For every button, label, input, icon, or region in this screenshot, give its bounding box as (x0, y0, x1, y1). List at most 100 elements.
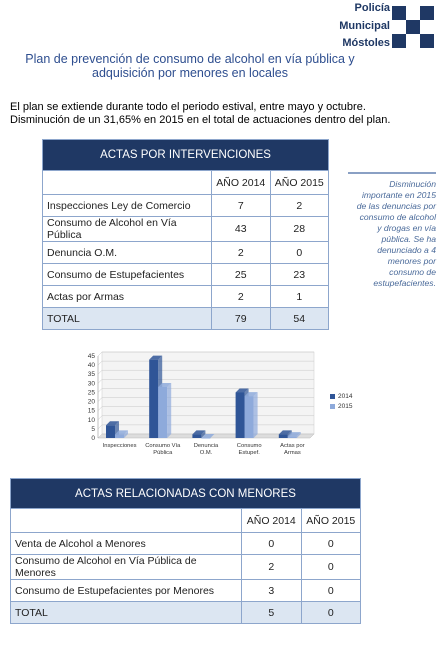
row-label: Venta de Alcohol a Menores (10, 532, 242, 555)
legend-swatch (330, 403, 335, 409)
bar-side (253, 392, 258, 438)
x-tick-label: Consumo Vía (145, 443, 181, 449)
y-tick-label: 20 (88, 399, 96, 406)
chart-gridline-side (97, 379, 103, 384)
legend-label: 2015 (338, 403, 353, 410)
y-tick-label: 0 (91, 435, 95, 442)
row-value-2014: 3 (241, 579, 302, 602)
row-value-2014: 2 (241, 554, 302, 580)
chart-gridline-side (97, 370, 103, 375)
table2-col-2015: AÑO 2015 (300, 508, 361, 533)
bar-2015-0 (115, 434, 124, 438)
table-row: Consumo de Estupefacientes por Menores 3… (10, 579, 361, 602)
bar-top (149, 355, 163, 360)
table1-title: ACTAS POR INTERVENCIONES (42, 139, 329, 171)
bar-side (201, 430, 206, 438)
table-total-row: TOTAL 5 0 (10, 601, 361, 624)
row-value-2015: 28 (269, 216, 329, 242)
intro-line2: Disminución de un 31,65% en 2015 en el t… (10, 114, 391, 126)
total-value-2015: 0 (300, 601, 361, 624)
row-value-2015: 0 (300, 554, 361, 580)
title-line2: adquisición por menores en locales (92, 66, 288, 80)
row-value-2014: 43 (211, 216, 271, 242)
logo-line1: Policía (354, 2, 390, 14)
y-tick-label: 45 (88, 353, 96, 360)
bar-top (115, 430, 128, 435)
bar-2015-3 (244, 396, 254, 438)
bar-top (235, 388, 249, 393)
bar-2015-2 (201, 438, 211, 439)
chart-gridline-side (97, 397, 103, 402)
row-value-2014: 2 (211, 285, 271, 308)
x-tick-label: Pública (153, 450, 173, 456)
bar-chart: 0 5 10 15 20 25 30 35 40 45 Inspecciones Consumo Ví… (88, 351, 315, 456)
table2-header-empty (10, 508, 242, 533)
row-value-2014: 7 (211, 194, 271, 217)
row-value-2015: 2 (269, 194, 329, 217)
row-label: Inspecciones Ley de Comercio (42, 194, 212, 217)
table-row: Consumo de Alcohol en Vía Pública de Men… (10, 554, 361, 580)
y-tick-label: 25 (88, 389, 96, 396)
bar-2014-3 (235, 392, 245, 438)
row-value-2015: 0 (269, 241, 329, 264)
chart-legend: 2014 2015 (330, 392, 352, 412)
row-value-2014: 0 (241, 532, 302, 555)
row-value-2014: 2 (211, 241, 271, 264)
total-value-2014: 79 (211, 307, 271, 330)
x-tick-label: Inspecciones (103, 443, 137, 449)
chart-gridline-side (97, 433, 103, 439)
x-tick-label: Armas (284, 450, 301, 456)
police-logo: Policía Municipal Móstoles (258, 0, 438, 52)
intro-line1: El plan se extiende durante todo el peri… (10, 101, 366, 113)
row-value-2015: 23 (269, 263, 329, 286)
logo-line3: Móstoles (342, 37, 390, 49)
legend-item: 2014 (330, 392, 352, 402)
sidebar-line: consumo de (389, 267, 436, 277)
checker-logo-icon (392, 6, 434, 48)
legend-label: 2014 (338, 393, 353, 400)
chart-gridline-side (97, 360, 103, 366)
table-row: Denuncia O.M. 2 0 (42, 241, 329, 264)
chart-gridline-side (97, 388, 103, 393)
bar-top (158, 382, 172, 387)
sidebar-line: de las denuncias por (356, 201, 436, 211)
table1-header-empty (42, 170, 212, 195)
sidebar-line: pública. Se ha (381, 234, 436, 244)
y-tick-label: 30 (88, 380, 96, 387)
bar-side (167, 382, 172, 438)
y-tick-label: 35 (88, 371, 96, 378)
table-row: Inspecciones Ley de Comercio 7 2 (42, 194, 329, 217)
x-tick-label: Actas por (280, 443, 305, 449)
sidebar-line: y drogas en vía (377, 223, 436, 233)
table-row: Venta de Alcohol a Menores 0 0 (10, 532, 361, 555)
row-value-2015: 0 (300, 532, 361, 555)
bar-top (287, 432, 301, 437)
table-actas-menores: ACTAS RELACIONADAS CON MENORES AÑO 2014 … (10, 478, 361, 624)
bar-2014-0 (106, 425, 115, 438)
table2-title: ACTAS RELACIONADAS CON MENORES (10, 478, 361, 509)
total-label: TOTAL (42, 307, 212, 330)
y-tick-label: 15 (88, 408, 96, 415)
x-tick-label: Denuncia (194, 443, 219, 449)
bar-top (201, 434, 215, 438)
row-label: Denuncia O.M. (42, 241, 212, 264)
row-label: Consumo de Estupefacientes por Menores (10, 579, 242, 602)
row-value-2014: 25 (211, 263, 271, 286)
row-value-2015: 1 (269, 285, 329, 308)
title-line1: Plan de prevención de consumo de alcohol… (25, 52, 355, 66)
chart-gridline-side (97, 424, 103, 430)
sidebar-note: Disminución importante en 2015 de las de… (348, 172, 436, 289)
legend-swatch (330, 393, 335, 399)
x-tick-label: Consumo (237, 443, 262, 449)
table2-col-2014: AÑO 2014 (241, 508, 302, 533)
sidebar-line: importante en 2015 (361, 190, 436, 200)
intro-text: El plan se extiende durante todo el peri… (10, 101, 432, 127)
bar-2014-4 (278, 434, 288, 438)
logo-line2: Municipal (339, 20, 390, 32)
table-total-row: TOTAL 79 54 (42, 307, 329, 330)
row-label: Consumo de Alcohol en Vía Pública de Men… (10, 554, 242, 580)
bar-2014-2 (192, 434, 202, 438)
chart-gridline-side (97, 406, 103, 411)
sidebar-line: estupefacientes. (373, 278, 436, 288)
y-tick-label: 40 (88, 362, 96, 369)
